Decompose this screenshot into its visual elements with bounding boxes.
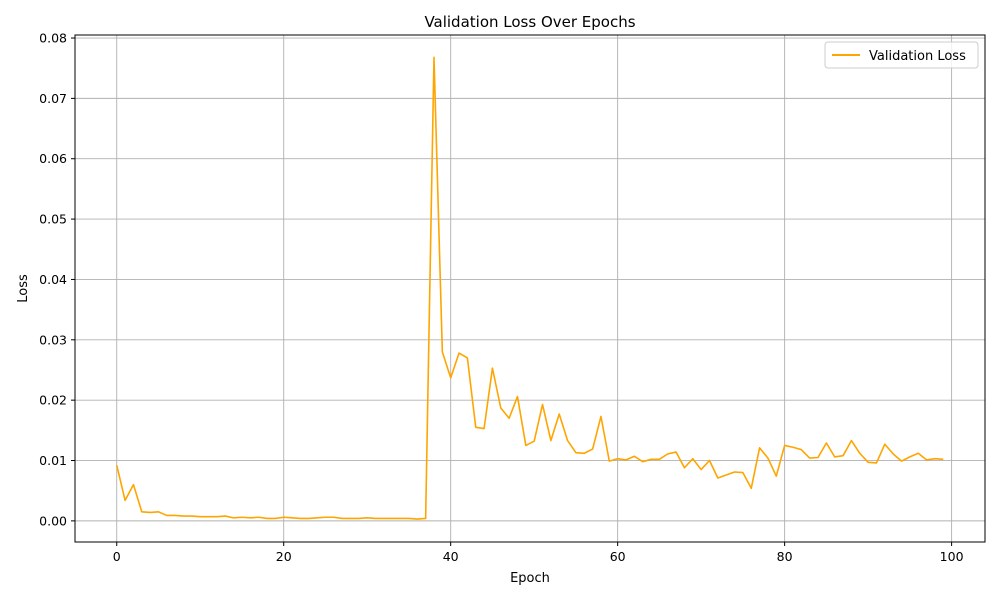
y-tick-label: 0.07 xyxy=(39,91,67,106)
y-tick-label: 0.02 xyxy=(39,393,67,408)
y-tick-label: 0.06 xyxy=(39,151,67,166)
x-tick-label: 80 xyxy=(777,549,793,564)
x-tick-label: 40 xyxy=(443,549,459,564)
legend: Validation Loss xyxy=(824,41,979,69)
y-tick-label: 0.08 xyxy=(39,31,67,46)
y-tick-label: 0.05 xyxy=(39,212,67,227)
grid xyxy=(75,35,985,542)
y-tick-label: 0.04 xyxy=(39,272,67,287)
series-layer xyxy=(115,56,944,520)
series-line-validation-loss xyxy=(115,56,944,520)
y-tick-label: 0.03 xyxy=(39,332,67,347)
x-axis-label: Epoch xyxy=(510,571,550,586)
x-tick-label: 0 xyxy=(113,549,121,564)
plot-area-frame xyxy=(74,34,986,543)
axis-ticks: 0 20 40 60 80 100 0.00 0.01 0.02 0.03 0.04 0.05 0.06… xyxy=(39,31,963,564)
legend-entry-validation-loss: Validation Loss xyxy=(869,49,966,64)
x-tick-label: 100 xyxy=(940,549,964,564)
chart-title: Validation Loss Over Epochs xyxy=(424,13,635,31)
y-axis-label: Loss xyxy=(16,274,31,303)
x-tick-label: 60 xyxy=(610,549,626,564)
y-tick-label: 0.00 xyxy=(39,513,67,528)
legend-box xyxy=(824,41,979,69)
x-tick-label: 20 xyxy=(276,549,292,564)
y-tick-label: 0.01 xyxy=(39,453,67,468)
